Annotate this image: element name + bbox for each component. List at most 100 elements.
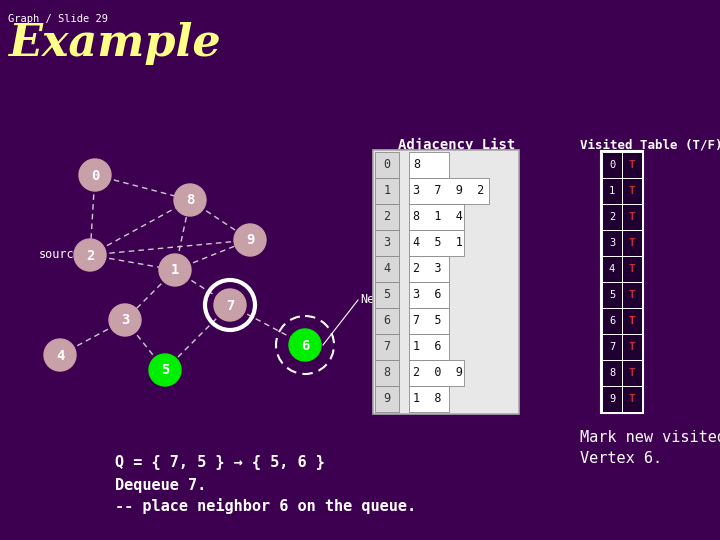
Text: 1: 1 xyxy=(609,186,615,196)
Circle shape xyxy=(289,329,321,361)
Text: T: T xyxy=(629,342,635,352)
FancyBboxPatch shape xyxy=(409,204,464,230)
FancyBboxPatch shape xyxy=(375,256,399,282)
FancyBboxPatch shape xyxy=(622,256,642,282)
FancyBboxPatch shape xyxy=(602,360,622,386)
Text: T: T xyxy=(629,394,635,404)
FancyBboxPatch shape xyxy=(409,230,464,256)
Text: 6: 6 xyxy=(301,339,309,353)
Text: 2  3: 2 3 xyxy=(413,262,441,275)
FancyBboxPatch shape xyxy=(622,178,642,204)
Circle shape xyxy=(44,339,76,371)
Text: 2: 2 xyxy=(609,212,615,222)
Text: T: T xyxy=(629,290,635,300)
Text: T: T xyxy=(629,186,635,196)
Text: 2  0  9: 2 0 9 xyxy=(413,367,463,380)
FancyBboxPatch shape xyxy=(602,282,622,308)
Circle shape xyxy=(174,184,206,216)
Text: Visited Table (T/F): Visited Table (T/F) xyxy=(580,138,720,151)
Text: 2: 2 xyxy=(384,211,390,224)
Text: 1: 1 xyxy=(171,264,179,278)
FancyBboxPatch shape xyxy=(375,152,399,178)
Text: 5: 5 xyxy=(384,288,390,301)
FancyBboxPatch shape xyxy=(622,360,642,386)
Text: 7  5: 7 5 xyxy=(413,314,441,327)
Text: 8: 8 xyxy=(609,368,615,378)
Text: 9: 9 xyxy=(246,233,254,247)
Text: 5: 5 xyxy=(161,363,169,377)
Text: Q = { 7, 5 } → { 5, 6 }: Q = { 7, 5 } → { 5, 6 } xyxy=(115,455,325,470)
FancyBboxPatch shape xyxy=(622,308,642,334)
Text: 4: 4 xyxy=(56,348,64,362)
Text: 8: 8 xyxy=(413,159,420,172)
Circle shape xyxy=(74,239,106,271)
Text: source: source xyxy=(40,248,82,261)
Text: 3  7  9  2: 3 7 9 2 xyxy=(413,185,485,198)
FancyBboxPatch shape xyxy=(622,204,642,230)
FancyBboxPatch shape xyxy=(622,230,642,256)
Text: 4  5  1: 4 5 1 xyxy=(413,237,463,249)
Text: 8  1  4: 8 1 4 xyxy=(413,211,463,224)
FancyBboxPatch shape xyxy=(602,386,622,412)
Text: Example: Example xyxy=(8,22,221,65)
Text: 5: 5 xyxy=(609,290,615,300)
Text: 8: 8 xyxy=(186,193,194,207)
Text: T: T xyxy=(629,264,635,274)
Text: 4: 4 xyxy=(384,262,390,275)
Text: T: T xyxy=(629,368,635,378)
Text: T: T xyxy=(629,238,635,248)
FancyBboxPatch shape xyxy=(622,334,642,360)
Text: 1: 1 xyxy=(384,185,390,198)
Text: 1  6: 1 6 xyxy=(413,341,441,354)
Text: 3: 3 xyxy=(384,237,390,249)
FancyBboxPatch shape xyxy=(602,308,622,334)
Text: 4: 4 xyxy=(609,264,615,274)
Text: 9: 9 xyxy=(609,394,615,404)
Text: 7: 7 xyxy=(226,299,234,313)
Text: 0: 0 xyxy=(384,159,390,172)
Text: 3  6: 3 6 xyxy=(413,288,441,301)
Text: 7: 7 xyxy=(384,341,390,354)
Text: Dequeue 7.: Dequeue 7. xyxy=(115,478,206,493)
Text: Graph / Slide 29: Graph / Slide 29 xyxy=(8,14,108,24)
FancyBboxPatch shape xyxy=(409,256,449,282)
FancyBboxPatch shape xyxy=(409,308,449,334)
Text: T: T xyxy=(629,160,635,170)
FancyBboxPatch shape xyxy=(375,334,399,360)
Text: -- place neighbor 6 on the queue.: -- place neighbor 6 on the queue. xyxy=(115,498,416,514)
FancyBboxPatch shape xyxy=(409,152,449,178)
Circle shape xyxy=(79,159,111,191)
Text: T: T xyxy=(629,212,635,222)
Text: 7: 7 xyxy=(609,342,615,352)
Circle shape xyxy=(109,304,141,336)
FancyBboxPatch shape xyxy=(622,152,642,178)
FancyBboxPatch shape xyxy=(602,152,622,178)
Circle shape xyxy=(149,354,181,386)
Text: 0: 0 xyxy=(609,160,615,170)
Text: Adjacency List: Adjacency List xyxy=(398,138,516,152)
FancyBboxPatch shape xyxy=(375,178,399,204)
FancyBboxPatch shape xyxy=(375,386,399,412)
FancyBboxPatch shape xyxy=(409,360,464,386)
Circle shape xyxy=(159,254,191,286)
Circle shape xyxy=(234,224,266,256)
Text: 9: 9 xyxy=(384,393,390,406)
Text: Neighbors: Neighbors xyxy=(360,294,424,307)
Text: 0: 0 xyxy=(91,168,99,183)
FancyBboxPatch shape xyxy=(602,256,622,282)
FancyBboxPatch shape xyxy=(602,230,622,256)
FancyBboxPatch shape xyxy=(409,386,449,412)
FancyBboxPatch shape xyxy=(409,282,449,308)
FancyBboxPatch shape xyxy=(373,150,519,414)
FancyBboxPatch shape xyxy=(622,282,642,308)
FancyBboxPatch shape xyxy=(602,204,622,230)
Text: 6: 6 xyxy=(609,316,615,326)
FancyBboxPatch shape xyxy=(409,178,489,204)
FancyBboxPatch shape xyxy=(375,204,399,230)
Text: 6: 6 xyxy=(384,314,390,327)
Circle shape xyxy=(214,289,246,321)
FancyBboxPatch shape xyxy=(375,360,399,386)
Text: 1  8: 1 8 xyxy=(413,393,441,406)
FancyBboxPatch shape xyxy=(602,334,622,360)
Text: Mark new visited
Vertex 6.: Mark new visited Vertex 6. xyxy=(580,430,720,466)
